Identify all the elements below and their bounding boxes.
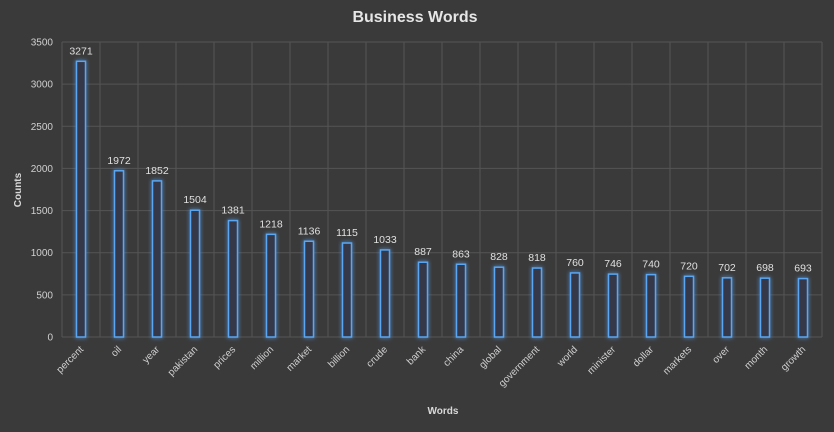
bar-year: [151, 180, 163, 338]
bar-billion: [341, 242, 353, 338]
gridlines: [61, 41, 823, 338]
x-ticks: percent oil year pakistan prices million marke…: [55, 344, 808, 390]
data-label-crude: 1033: [373, 234, 397, 246]
data-label-market: 1136: [298, 225, 321, 237]
bar-market: [303, 240, 315, 338]
x-tick-label: bank: [405, 344, 429, 368]
data-label-markets: 720: [680, 260, 698, 272]
bar-world: [569, 272, 581, 338]
x-tick-label: dollar: [631, 344, 657, 370]
data-label-year: 1852: [145, 165, 169, 177]
y-ticks: 0 500 1000 1500 2000 2500 3000 3500: [31, 38, 54, 344]
bars: [75, 60, 809, 338]
bar-minister: [607, 273, 619, 338]
bar-markets: [683, 275, 695, 338]
bar-percent: [75, 60, 87, 338]
bar-month: [759, 277, 771, 338]
bar-bank: [417, 261, 429, 338]
y-tick-label: 500: [36, 290, 53, 301]
data-label-percent: 3271: [69, 45, 93, 57]
x-tick-label: billion: [326, 344, 352, 370]
data-label-over: 702: [718, 262, 736, 274]
x-tick-label: year: [141, 344, 163, 366]
data-label-oil: 1972: [107, 155, 131, 167]
x-tick-label: crude: [365, 344, 391, 370]
data-label-china: 863: [452, 248, 470, 260]
bar-prices: [227, 219, 239, 338]
data-labels: 3271 1972 1852 1504 1381 1218 1136 1115 1033 887 8…: [69, 45, 812, 274]
bar-crude: [379, 249, 391, 338]
x-tick-label: over: [711, 344, 733, 366]
bar-million: [265, 233, 277, 338]
data-label-growth: 693: [794, 263, 812, 275]
data-label-billion: 1115: [336, 227, 358, 239]
y-tick-label: 2000: [31, 164, 54, 175]
y-axis-label: Counts: [13, 172, 24, 207]
x-tick-label: percent: [55, 344, 87, 376]
bar-government: [531, 267, 543, 338]
chart-title: Business Words: [352, 9, 477, 26]
x-tick-label: prices: [211, 344, 238, 371]
data-label-world: 760: [566, 257, 584, 269]
data-label-minister: 746: [604, 258, 622, 270]
data-label-prices: 1381: [221, 205, 245, 217]
x-tick-label: pakistan: [166, 344, 200, 378]
data-label-bank: 887: [414, 246, 432, 258]
bar-pakistan: [189, 209, 201, 338]
y-tick-label: 1500: [31, 206, 54, 217]
x-tick-label: million: [248, 344, 276, 372]
data-label-pakistan: 1504: [183, 194, 207, 206]
x-axis-label: Words: [428, 406, 459, 417]
data-label-month: 698: [756, 262, 774, 274]
data-label-million: 1218: [259, 218, 283, 230]
data-label-government: 818: [528, 252, 546, 264]
x-tick-label: government: [497, 344, 542, 389]
y-tick-label: 3000: [31, 80, 54, 91]
y-tick-label: 3500: [31, 38, 54, 49]
bar-global: [493, 266, 505, 338]
bar-china: [455, 263, 467, 338]
x-tick-label: market: [285, 344, 315, 374]
bar-dollar: [645, 273, 657, 338]
x-tick-label: minister: [586, 344, 619, 377]
x-tick-label: month: [743, 344, 770, 371]
bar-growth: [797, 277, 809, 338]
bar-over: [721, 277, 733, 338]
data-label-global: 828: [490, 251, 508, 263]
y-tick-label: 0: [47, 333, 53, 344]
x-tick-label: china: [441, 344, 466, 369]
data-label-dollar: 740: [642, 259, 660, 271]
x-tick-label: oil: [109, 344, 124, 359]
x-tick-label: global: [477, 344, 504, 371]
y-tick-label: 2500: [31, 122, 54, 133]
x-tick-label: markets: [661, 344, 694, 377]
x-tick-label: growth: [779, 344, 808, 373]
bar-oil: [113, 170, 125, 338]
y-tick-label: 1000: [31, 248, 54, 259]
x-tick-label: world: [555, 344, 580, 369]
